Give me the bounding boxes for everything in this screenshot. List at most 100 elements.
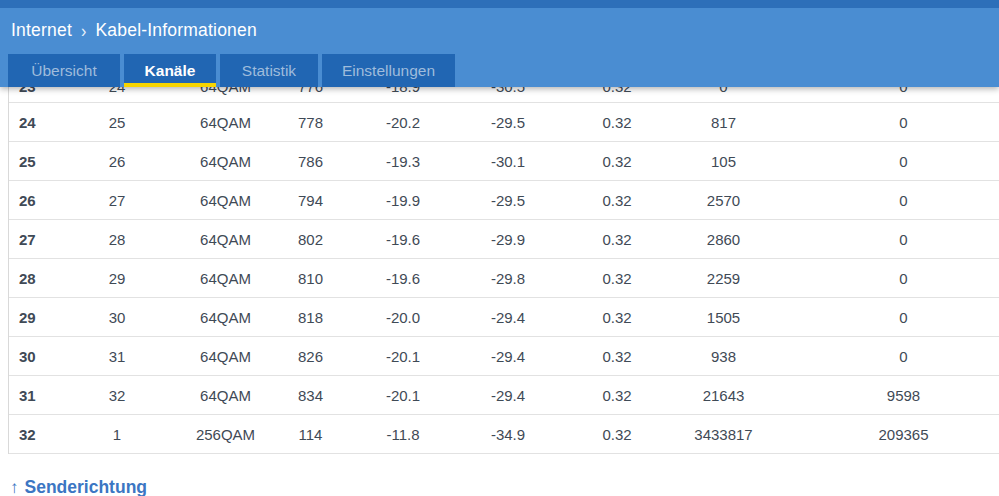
table-cell: 3433817	[681, 426, 766, 443]
table-cell: 0	[766, 192, 999, 209]
table-cell: 778	[278, 114, 343, 131]
senderichtung-label: Senderichtung	[25, 477, 148, 496]
table-cell: 64QAM	[173, 192, 278, 209]
tab-uebersicht[interactable]: Übersicht	[8, 54, 120, 87]
breadcrumb-section-internet[interactable]: Internet	[11, 20, 72, 41]
table-cell: 28	[61, 231, 173, 248]
table-cell: 776	[278, 87, 343, 95]
table-cell: 32	[9, 426, 61, 443]
table-cell: 794	[278, 192, 343, 209]
table-cell: 802	[278, 231, 343, 248]
table-cell: 21643	[681, 387, 766, 404]
channel-table: 232464QAM776-18.9-30.50.3200 242564QAM77…	[8, 87, 999, 454]
table-cell: 64QAM	[173, 114, 278, 131]
table-cell: 23	[9, 87, 61, 95]
table-cell: 209365	[766, 426, 999, 443]
table-cell: -29.8	[463, 270, 553, 287]
table-cell: 0	[766, 153, 999, 170]
table-cell: -30.1	[463, 153, 553, 170]
table-cell: -19.9	[343, 192, 463, 209]
table-cell: -29.9	[463, 231, 553, 248]
tab-bar: Übersicht Kanäle Statistik Einstellungen	[8, 54, 455, 87]
table-cell: 9598	[766, 387, 999, 404]
table-cell: 0	[766, 309, 999, 326]
table-cell: 31	[9, 387, 61, 404]
table-cell: 2259	[681, 270, 766, 287]
table-cell: -20.0	[343, 309, 463, 326]
table-cell: 834	[278, 387, 343, 404]
table-cell: -34.9	[463, 426, 553, 443]
table-cell: 32	[61, 387, 173, 404]
table-cell: 256QAM	[173, 426, 278, 443]
table-row: 242564QAM778-20.2-29.50.328170	[9, 103, 999, 142]
table-cell: -29.4	[463, 348, 553, 365]
table-row-partial-content: 232464QAM776-18.9-30.50.3200	[9, 87, 999, 103]
tab-einstellungen[interactable]: Einstellungen	[322, 54, 455, 87]
senderichtung-heading: ↑ Senderichtung	[10, 477, 147, 496]
table-cell: 0.32	[553, 87, 681, 95]
table-cell: 0.32	[553, 114, 681, 131]
table-cell: 2860	[681, 231, 766, 248]
table-row: 303164QAM826-20.1-29.40.329380	[9, 337, 999, 376]
channel-table-body: 242564QAM778-20.2-29.50.328170252664QAM7…	[9, 103, 999, 454]
table-cell: 29	[61, 270, 173, 287]
router-admin-page: Internet › Kabel-Informationen Übersicht…	[0, 0, 999, 496]
table-row: 293064QAM818-20.0-29.40.3215050	[9, 298, 999, 337]
table-cell: 0	[766, 270, 999, 287]
table-cell: 2570	[681, 192, 766, 209]
breadcrumb-separator-icon: ›	[81, 20, 87, 41]
table-row: 272864QAM802-19.6-29.90.3228600	[9, 220, 999, 259]
table-cell: -29.5	[463, 114, 553, 131]
table-cell: 786	[278, 153, 343, 170]
table-row: 313264QAM834-20.1-29.40.32216439598	[9, 376, 999, 415]
table-cell: 0	[766, 348, 999, 365]
page-title: Kabel-Informationen	[95, 20, 256, 41]
table-cell: 64QAM	[173, 87, 278, 95]
table-cell: -19.6	[343, 231, 463, 248]
table-cell: -30.5	[463, 87, 553, 95]
table-cell: -19.6	[343, 270, 463, 287]
table-cell: 105	[681, 153, 766, 170]
tab-statistik[interactable]: Statistik	[220, 54, 318, 87]
table-cell: 0.32	[553, 309, 681, 326]
table-cell: -19.3	[343, 153, 463, 170]
table-cell: 30	[61, 309, 173, 326]
table-cell: 28	[9, 270, 61, 287]
tab-kanaele[interactable]: Kanäle	[124, 54, 216, 87]
table-cell: 29	[9, 309, 61, 326]
table-cell: 0.32	[553, 231, 681, 248]
table-cell: 64QAM	[173, 231, 278, 248]
table-cell: 30	[9, 348, 61, 365]
table-row: 252664QAM786-19.3-30.10.321050	[9, 142, 999, 181]
table-cell: 25	[9, 153, 61, 170]
table-cell: 64QAM	[173, 153, 278, 170]
table-cell: 826	[278, 348, 343, 365]
table-cell: 1	[61, 426, 173, 443]
table-cell: 0	[766, 114, 999, 131]
table-cell: 0.32	[553, 426, 681, 443]
table-cell: 24	[61, 87, 173, 95]
page-header: Internet › Kabel-Informationen Übersicht…	[0, 8, 999, 87]
table-cell: 26	[61, 153, 173, 170]
top-window-strip	[0, 0, 999, 8]
table-cell: 0	[681, 87, 766, 95]
table-cell: -29.4	[463, 309, 553, 326]
table-cell: 0.32	[553, 270, 681, 287]
table-cell: -18.9	[343, 87, 463, 95]
table-cell: -29.5	[463, 192, 553, 209]
table-cell: 64QAM	[173, 309, 278, 326]
table-cell: 817	[681, 114, 766, 131]
table-row: 282964QAM810-19.6-29.80.3222590	[9, 259, 999, 298]
table-cell: 0.32	[553, 153, 681, 170]
table-cell: 64QAM	[173, 387, 278, 404]
table-cell: 25	[61, 114, 173, 131]
table-cell: 0.32	[553, 387, 681, 404]
table-cell: 0.32	[553, 192, 681, 209]
table-cell: -20.1	[343, 387, 463, 404]
table-cell: 64QAM	[173, 348, 278, 365]
table-cell: 27	[9, 231, 61, 248]
table-cell: 938	[681, 348, 766, 365]
table-cell: -29.4	[463, 387, 553, 404]
breadcrumb: Internet › Kabel-Informationen	[11, 20, 257, 41]
table-cell: 24	[9, 114, 61, 131]
